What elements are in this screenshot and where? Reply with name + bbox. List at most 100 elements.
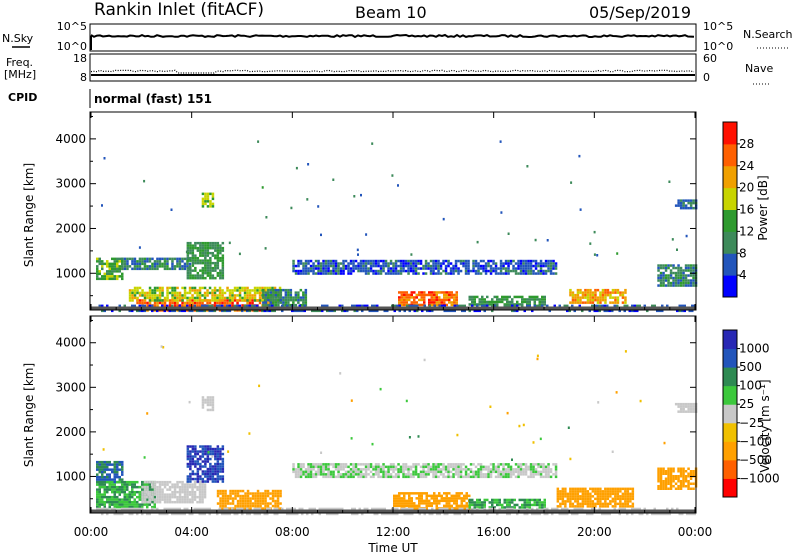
echo-cell — [519, 272, 523, 275]
echo-cell — [393, 499, 396, 503]
echo-cell — [148, 493, 152, 496]
echo-cell — [594, 288, 597, 292]
echo-cell — [529, 463, 533, 466]
echo-cell — [138, 495, 141, 499]
echo-cell — [226, 309, 229, 313]
echo-cell — [377, 269, 380, 273]
echo-cell — [304, 264, 308, 268]
echo-cell — [407, 473, 410, 476]
echo-cell — [204, 401, 207, 404]
echo-cell — [487, 259, 490, 263]
echo-cell — [297, 291, 300, 294]
echo-cell — [443, 492, 446, 495]
echo-cell — [352, 465, 355, 469]
echo-cell — [199, 259, 202, 262]
echo-cell — [209, 202, 212, 206]
echo-cell — [133, 498, 136, 501]
echo-cell — [228, 296, 232, 300]
echo-cell — [527, 267, 530, 270]
echo-cell — [256, 489, 260, 493]
echo-cell — [221, 465, 225, 468]
echo-cell — [324, 267, 328, 270]
echo-cell — [196, 289, 199, 292]
echo-cell — [329, 272, 333, 275]
echo-cell — [218, 291, 222, 295]
echo-cell — [214, 254, 217, 257]
echo-cell — [138, 246, 141, 249]
echo-cell — [214, 269, 217, 272]
echo-cell — [387, 267, 390, 270]
echo-cell — [241, 507, 244, 511]
echo-cell — [599, 487, 602, 491]
echo-cell — [682, 485, 685, 488]
echo-cell — [452, 465, 455, 469]
echo-cell — [199, 475, 202, 478]
echo-cell — [482, 259, 485, 263]
echo-cell — [676, 507, 679, 511]
echo-cell — [596, 500, 600, 503]
echo-cell — [579, 208, 582, 211]
echo-cell — [292, 468, 295, 471]
echo-cell — [191, 457, 195, 461]
echo-cell — [204, 244, 207, 247]
echo-cell — [455, 499, 458, 503]
echo-cell — [664, 284, 668, 287]
echo-cell — [481, 303, 484, 306]
echo-cell — [248, 299, 252, 302]
echo-cell — [324, 475, 328, 479]
echo-cell — [601, 490, 605, 493]
echo-cell — [141, 495, 144, 499]
echo-cell — [332, 470, 335, 474]
echo-cell — [166, 483, 169, 486]
echo-cell — [522, 423, 525, 427]
echo-cell — [688, 309, 691, 313]
echo-cell — [163, 260, 167, 263]
echo-cell — [209, 475, 212, 478]
echo-cell — [619, 495, 622, 498]
colorbar-segment — [723, 231, 737, 254]
echo-cell — [299, 269, 303, 273]
echo-cell — [128, 490, 131, 494]
echo-cell — [468, 503, 471, 507]
echo-cell — [121, 507, 124, 511]
echo-cell — [474, 269, 478, 273]
echo-cell — [664, 279, 668, 282]
echo-cell — [206, 472, 210, 476]
echo-cell — [248, 294, 252, 297]
echo-cell — [659, 467, 663, 470]
echo-cell — [604, 497, 607, 501]
echo-cell — [591, 495, 595, 498]
echo-cell — [204, 251, 207, 255]
echo-cell — [659, 472, 663, 475]
echo-cell — [191, 450, 195, 453]
echo-cell — [156, 304, 159, 307]
echo-cell — [196, 296, 199, 300]
echo-cell — [113, 488, 116, 491]
echo-cell — [264, 494, 267, 498]
echo-cell — [523, 501, 526, 504]
echo-cell — [171, 500, 174, 504]
echo-cell — [313, 507, 316, 511]
echo-cell — [214, 264, 217, 267]
echo-cell — [506, 501, 509, 504]
echo-cell — [594, 502, 597, 506]
echo-cell — [146, 490, 149, 494]
echo-cell — [244, 507, 247, 510]
echo-cell — [186, 500, 189, 504]
echo-cell — [108, 270, 111, 273]
echo-cell — [337, 463, 340, 466]
echo-cell — [141, 498, 144, 501]
echo-cell — [502, 272, 505, 275]
echo-cell — [344, 470, 348, 474]
echo-cell — [534, 463, 538, 466]
station-title: Rankin Inlet (fitACF) — [94, 0, 264, 20]
echo-cell — [264, 492, 267, 495]
echo-cell — [326, 512, 329, 516]
echo-cell — [223, 299, 227, 302]
echo-cell — [428, 494, 431, 498]
echo-cell — [446, 309, 449, 313]
echo-cell — [616, 291, 620, 294]
echo-cell — [189, 274, 192, 277]
echo-cell — [198, 286, 202, 290]
echo-cell — [521, 503, 524, 507]
